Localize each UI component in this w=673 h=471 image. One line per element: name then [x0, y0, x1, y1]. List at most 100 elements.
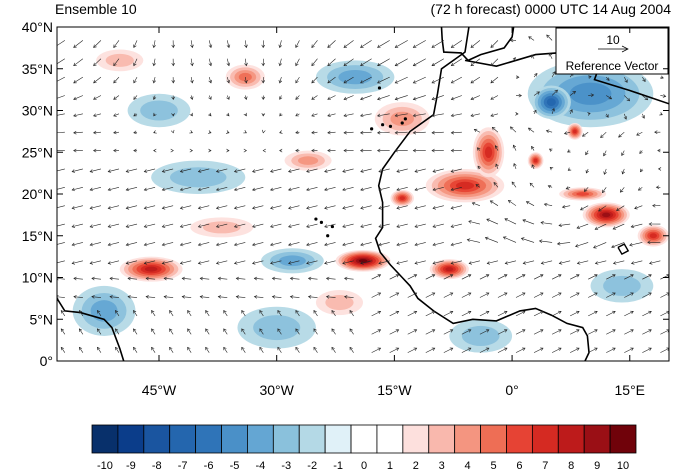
wind-vector [586, 168, 589, 174]
wind-vector [311, 131, 318, 134]
wind-vector [72, 187, 83, 191]
wind-vector [162, 260, 174, 264]
wind-vector-head [630, 224, 635, 229]
wind-vector [288, 187, 300, 191]
colorbar-swatch [531, 424, 559, 454]
colorbar-label: 0 [361, 460, 367, 471]
wind-vector-head [169, 346, 173, 351]
wind-vector [371, 274, 381, 280]
wind-vector-head [270, 187, 274, 192]
wind-vector-head [360, 242, 364, 247]
wind-vector-head [171, 80, 176, 84]
wind-vector [313, 328, 318, 335]
wind-vector-head [233, 261, 238, 265]
wind-vector-head [306, 169, 310, 173]
wind-vector-head [152, 96, 157, 100]
wind-vector-head [343, 113, 347, 118]
blue-anomaly-contour [569, 82, 612, 105]
wind-vector [414, 168, 426, 172]
wind-vector-head [648, 222, 652, 226]
wind-vector [306, 223, 318, 228]
wind-vector-head [593, 245, 597, 249]
wind-vector [324, 187, 336, 191]
wind-vector [144, 223, 156, 228]
wind-vector-head [558, 274, 562, 278]
wind-vector-head [450, 96, 455, 101]
wind-vector-head [54, 131, 57, 134]
reference-vector-magnitude: 10 [606, 33, 620, 47]
wind-vector [90, 223, 102, 228]
wind-vector-head [486, 218, 490, 222]
wind-vector [133, 76, 138, 84]
wind-vector [414, 205, 426, 209]
wind-vector-head [125, 242, 130, 247]
wind-vector [515, 274, 526, 280]
wind-vector-head [143, 187, 148, 192]
wind-vector [306, 260, 318, 264]
wind-vector-head [226, 96, 230, 100]
colorbar-label: -5 [230, 460, 240, 471]
wind-vector [526, 201, 535, 206]
wind-vector [407, 274, 417, 280]
wind-vector [113, 40, 120, 48]
wind-vector [91, 277, 101, 280]
wind-vector-head [619, 189, 624, 193]
wind-vector-head [583, 188, 588, 192]
wind-vector [570, 274, 580, 280]
wind-vector-head [612, 261, 617, 265]
wind-vector-head [306, 187, 310, 192]
wind-vector [606, 292, 616, 298]
colorbar-label: 5 [490, 460, 496, 471]
wind-vector-head [630, 329, 634, 333]
wind-vector [153, 77, 156, 83]
wind-vector-head [133, 79, 137, 84]
wind-vector [490, 58, 499, 66]
wind-vector-head [432, 206, 436, 210]
wind-vector [57, 40, 66, 46]
wind-vector-head [151, 310, 155, 314]
wind-vector-head [189, 112, 193, 117]
wind-vector [288, 260, 300, 264]
wind-vector-head [259, 346, 263, 351]
wind-vector-head [169, 310, 173, 314]
wind-vector-head [521, 310, 526, 315]
colorbar-label: -9 [126, 460, 136, 471]
colorbar-swatch [609, 424, 637, 454]
wind-vector-head [115, 346, 119, 351]
wind-vector [566, 187, 571, 190]
colorbar-swatch [143, 424, 171, 454]
wind-vector-head [327, 62, 331, 67]
colorbar-swatch [221, 424, 248, 454]
wind-vector-head [470, 96, 475, 101]
wind-vector-head [450, 224, 454, 228]
wind-vector-head [525, 201, 530, 205]
wind-vector [311, 95, 318, 100]
wind-vector-head [161, 169, 166, 173]
wind-vector [474, 129, 481, 133]
wind-vector [113, 131, 120, 134]
wind-vector-head [520, 237, 525, 241]
wind-vector-head [349, 328, 353, 332]
wind-vector [290, 296, 300, 298]
wind-vector [72, 223, 83, 228]
wind-vector [115, 347, 120, 353]
wind-vector-head [642, 78, 646, 82]
wind-vector [549, 53, 553, 59]
wind-vector-head [567, 167, 572, 171]
wind-vector-head [171, 62, 176, 67]
reference-vector-arrowhead [621, 45, 629, 53]
wind-vector-head [93, 113, 97, 117]
wind-vector-head [634, 206, 638, 210]
wind-vector-head [432, 242, 436, 247]
wind-vector-head [153, 148, 157, 153]
wind-vector-head [115, 328, 119, 332]
wind-vector [570, 311, 580, 317]
wind-vector [216, 223, 228, 228]
colorbar-swatch [169, 424, 197, 454]
wind-vector [133, 58, 138, 66]
wind-vector-head [666, 274, 669, 278]
wind-vector-head [171, 113, 175, 117]
reference-vector-label: Reference Vector [566, 59, 659, 73]
wind-vector-head [109, 295, 113, 299]
wind-vector-head [576, 310, 580, 315]
